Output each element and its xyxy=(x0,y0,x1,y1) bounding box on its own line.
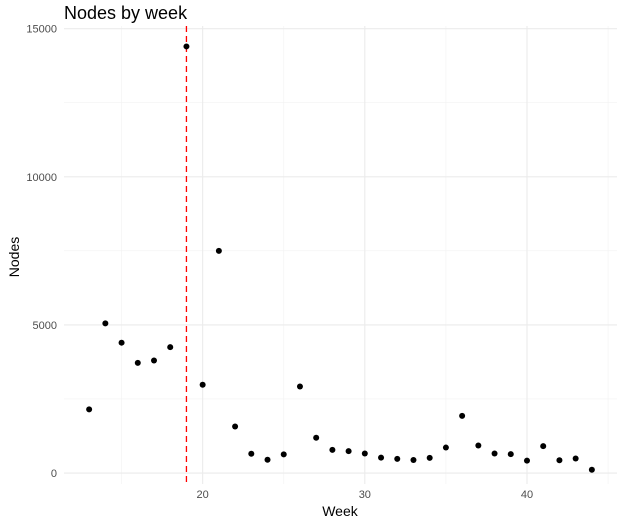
data-point xyxy=(199,381,206,388)
x-axis-title: Week xyxy=(322,503,359,519)
data-point xyxy=(394,455,401,462)
y-axis-title: Nodes xyxy=(6,237,22,277)
y-tick-label: 5000 xyxy=(33,320,57,332)
data-point xyxy=(134,359,141,366)
data-point xyxy=(183,43,190,50)
data-point xyxy=(118,339,125,346)
x-tick-label: 40 xyxy=(521,489,533,501)
data-point xyxy=(459,412,466,419)
x-axis-ticks: 20 30 40 xyxy=(197,489,534,501)
data-point xyxy=(329,446,336,453)
data-point xyxy=(248,450,255,457)
data-point xyxy=(507,451,514,458)
data-point xyxy=(588,466,595,473)
data-point xyxy=(361,450,368,457)
data-point xyxy=(102,320,109,327)
data-point xyxy=(296,383,303,390)
data-point xyxy=(167,344,174,351)
data-point xyxy=(280,451,287,458)
data-point xyxy=(556,457,563,464)
data-point xyxy=(572,455,579,462)
grid xyxy=(64,26,617,484)
y-axis-ticks: 0 5000 10000 15000 xyxy=(26,24,57,480)
data-point xyxy=(345,448,352,455)
data-point xyxy=(151,357,158,364)
data-point xyxy=(313,434,320,441)
data-point xyxy=(475,442,482,449)
chart-title: Nodes by week xyxy=(64,3,188,23)
data-point xyxy=(426,454,433,461)
data-point xyxy=(378,454,385,461)
data-point xyxy=(86,406,93,413)
data-point xyxy=(264,456,271,463)
x-tick-label: 30 xyxy=(359,489,371,501)
data-points xyxy=(86,43,595,473)
y-tick-label: 15000 xyxy=(26,24,57,36)
data-point xyxy=(215,247,222,254)
y-tick-label: 0 xyxy=(51,468,57,480)
data-point xyxy=(232,423,239,430)
x-tick-label: 20 xyxy=(197,489,209,501)
data-point xyxy=(491,450,498,457)
data-point xyxy=(442,444,449,451)
y-tick-label: 10000 xyxy=(26,172,57,184)
data-point xyxy=(540,443,547,450)
data-point xyxy=(523,457,530,464)
data-point xyxy=(410,457,417,464)
